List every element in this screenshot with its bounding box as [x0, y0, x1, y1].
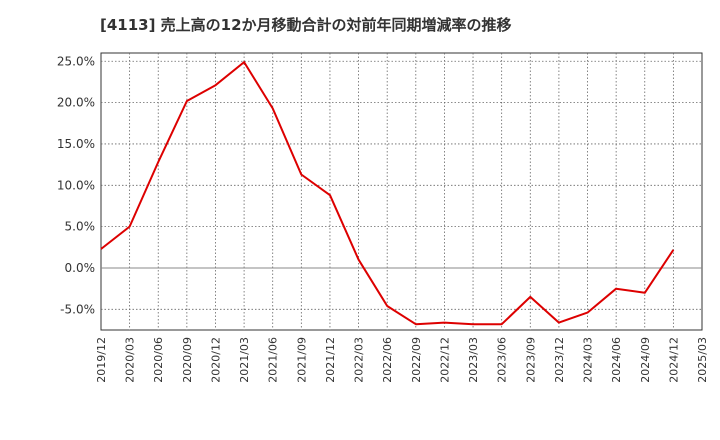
x-tick-label: 2020/06 — [152, 337, 165, 383]
y-tick-label: 0.0% — [65, 261, 96, 275]
x-tick-label: 2022/12 — [438, 337, 451, 383]
x-tick-label: 2020/03 — [124, 337, 137, 383]
x-tick-label: 2025/03 — [696, 337, 709, 383]
x-tick-label: 2023/03 — [467, 337, 480, 383]
x-tick-label: 2024/09 — [639, 337, 652, 383]
y-tick-label: -5.0% — [60, 302, 95, 316]
x-tick-label: 2023/06 — [496, 337, 509, 383]
y-tick-label: 5.0% — [65, 220, 96, 234]
x-tick-label: 2022/09 — [410, 337, 423, 383]
x-tick-label: 2022/03 — [353, 337, 366, 383]
x-tick-label: 2023/12 — [553, 337, 566, 383]
series-line — [100, 61, 675, 326]
x-tick-label: 2019/12 — [95, 337, 108, 383]
x-tick-label: 2024/03 — [582, 337, 595, 383]
x-tick-label: 2020/09 — [181, 337, 194, 383]
y-tick-label: 25.0% — [57, 54, 95, 68]
x-tick-label: 2021/03 — [238, 337, 251, 383]
y-tick-label: 10.0% — [57, 178, 95, 192]
x-tick-label: 2023/09 — [524, 337, 537, 383]
plot-area — [100, 52, 703, 331]
x-tick-label: 2021/09 — [295, 337, 308, 383]
x-tick-label: 2024/12 — [667, 337, 680, 383]
x-tick-label: 2021/12 — [324, 337, 337, 383]
x-tick-label: 2022/06 — [381, 337, 394, 383]
y-tick-label: 15.0% — [57, 137, 95, 151]
y-tick-label: 20.0% — [57, 96, 95, 110]
x-tick-label: 2020/12 — [209, 337, 222, 383]
x-tick-label: 2024/06 — [610, 337, 623, 383]
x-tick-label: 2021/06 — [267, 337, 280, 383]
chart-title: [4113] 売上高の12か月移動合計の対前年同期増減率の推移 — [100, 16, 512, 34]
